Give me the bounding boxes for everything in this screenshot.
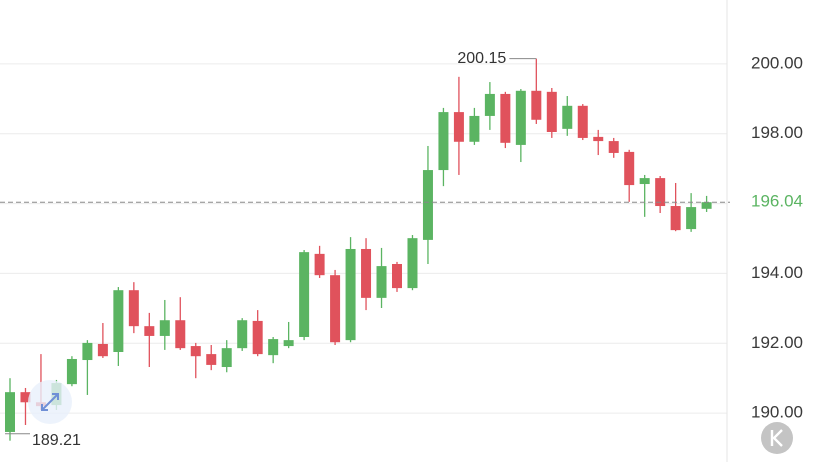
candle-body xyxy=(128,290,139,327)
y-tick-label: 190.00 xyxy=(751,403,803,422)
candle-body xyxy=(299,252,310,337)
candle-body xyxy=(392,264,402,289)
candle-body xyxy=(639,178,650,185)
candle-body xyxy=(670,206,681,231)
candle-body xyxy=(484,93,495,116)
candle-body xyxy=(144,326,155,336)
last-price-badge xyxy=(730,187,829,218)
candle-body xyxy=(82,342,93,361)
candle-body xyxy=(577,105,588,138)
candle-body xyxy=(345,248,356,341)
candle-body xyxy=(686,207,697,230)
candle-body xyxy=(97,343,108,357)
collapse-button[interactable] xyxy=(761,422,793,454)
y-tick-label: 200.00 xyxy=(751,53,803,72)
candle-body xyxy=(593,136,604,142)
candle-body xyxy=(237,320,248,349)
candle-body xyxy=(438,112,449,171)
drawing-tool-button[interactable] xyxy=(28,380,72,424)
candle-body xyxy=(531,90,542,120)
candle-body xyxy=(190,346,201,357)
y-tick-label: 192.00 xyxy=(751,333,803,352)
candle-body xyxy=(221,348,232,368)
candle-body xyxy=(701,202,712,209)
button-bg xyxy=(761,422,793,454)
candle-body xyxy=(113,290,124,352)
button-icon xyxy=(41,393,59,411)
high-marker-label: 200.15 xyxy=(457,50,506,67)
candle-body xyxy=(562,105,573,129)
candle-body xyxy=(20,392,31,403)
y-tick-label: 198.00 xyxy=(751,123,803,142)
candle-body xyxy=(515,90,526,145)
candle-body xyxy=(330,275,341,343)
candle-body xyxy=(546,91,557,132)
low-marker-label: 189.21 xyxy=(32,432,81,449)
candle-body xyxy=(206,354,217,365)
candle-body xyxy=(268,339,279,356)
candle-body xyxy=(376,266,387,298)
candle-body xyxy=(252,320,263,355)
candle-body xyxy=(453,112,464,142)
y-tick-label: 194.00 xyxy=(751,263,803,282)
candle-body xyxy=(66,358,77,385)
candle-body xyxy=(283,340,294,347)
candle-body xyxy=(624,151,635,186)
candle-body xyxy=(422,170,433,240)
last-price-label: 196.04 xyxy=(751,192,803,211)
candle-body xyxy=(5,392,15,432)
candle-body xyxy=(361,248,372,298)
candle-body xyxy=(500,93,511,143)
candle-body xyxy=(407,238,418,289)
candle-body xyxy=(175,320,186,349)
plot: 190.00192.00194.00196.00198.00200.00200.… xyxy=(0,50,829,449)
candle-body xyxy=(608,141,619,153)
candle-body xyxy=(469,115,480,142)
button-icon xyxy=(770,429,783,447)
candle-body xyxy=(655,178,666,207)
candle-body xyxy=(159,320,170,336)
candle-body xyxy=(314,253,325,276)
